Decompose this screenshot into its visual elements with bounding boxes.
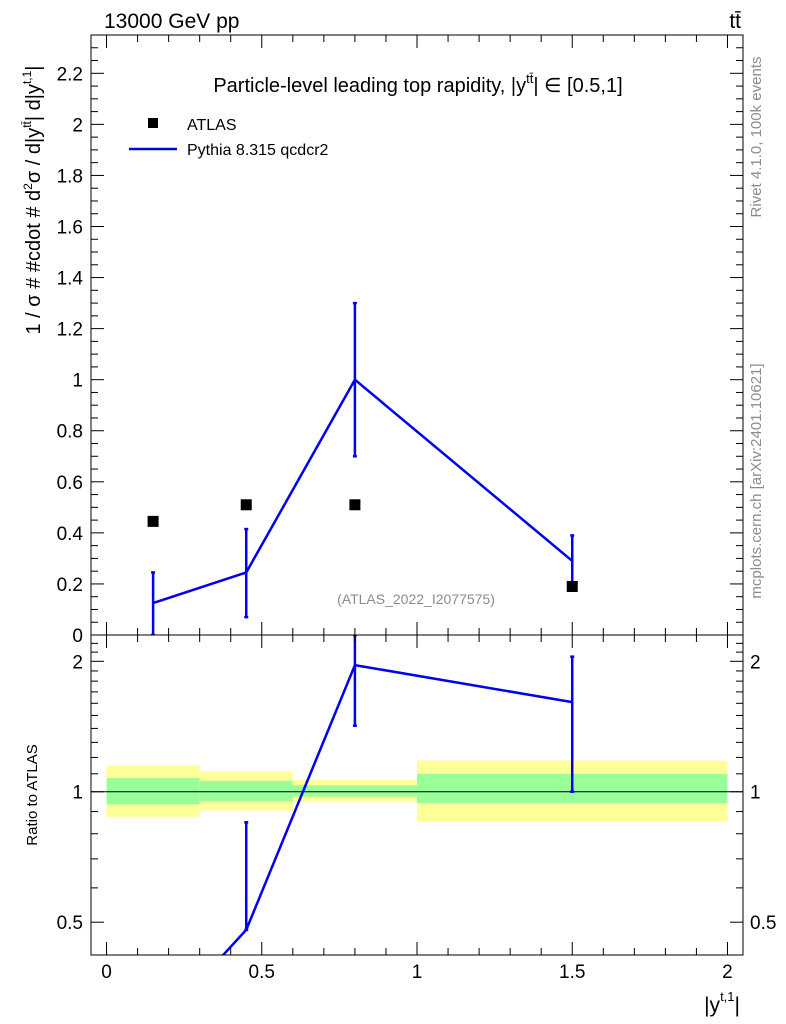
atlas-data-point — [147, 515, 159, 527]
ratio-y-tick-label: 1 — [72, 783, 83, 804]
ratio-y-tick-label-right: 1 — [750, 783, 761, 804]
x-axis-label-base: |y — [704, 994, 720, 1017]
ratio-plot-panel: 0 0.5 1 1.5 2 0.5 0.5 1 1 2 2 Ratio to ATLAS |yt,1… — [24, 634, 776, 1017]
main-y-tick-label: 1 — [72, 371, 83, 392]
plot-title-suffix: | ∈ [0.5,1] — [533, 75, 622, 97]
ratio-y-tick-label-right: 0.5 — [750, 913, 776, 934]
main-y-tick-label: 1.6 — [57, 217, 83, 238]
main-y-tick-label: 2 — [72, 115, 83, 136]
ratio-y-tick-label-right: 2 — [750, 652, 761, 673]
main-y-label-part-1: 1 / σ # #cdot # d — [23, 190, 45, 335]
pythia-line — [152, 377, 574, 605]
main-y-label-sup-tt: tt̄ — [20, 120, 34, 127]
legend: ATLAS Pythia 8.315 qcdcr2 — [129, 117, 329, 159]
main-series-layer — [147, 301, 578, 635]
ratio-pythia-line — [221, 663, 573, 955]
x-tick-label: 1.5 — [559, 962, 585, 983]
plot-title-superscript: tt̄ — [526, 71, 534, 86]
main-y-label-sup-2: 2 — [21, 183, 35, 190]
ratio-uncertainty-bands — [106, 760, 728, 822]
main-y-label-sup-t1: t,1 — [20, 70, 34, 84]
ratio-frame — [90, 634, 744, 956]
ratio-inner-band — [292, 785, 417, 797]
main-y-ticks: 0 0.2 0.4 0.6 0.8 1 1.2 1.4 1.6 1.8 2 2.2 — [57, 34, 743, 647]
ratio-y-tick-label: 0.5 — [57, 913, 83, 934]
x-tick-label: 0.5 — [249, 962, 275, 983]
ratio-y-tick-label: 2 — [72, 652, 83, 673]
main-plot-panel: 0 0.2 0.4 0.6 0.8 1 1.2 1.4 1.6 1.8 2 2.2 Particle-… — [20, 34, 744, 647]
ratio-ticks: 0 0.5 1 1.5 2 0.5 0.5 1 1 2 2 — [57, 635, 776, 983]
main-y-tick-label: 2.2 — [57, 64, 83, 85]
atlas-data-point — [240, 499, 252, 511]
x-tick-label: 1 — [412, 962, 423, 983]
ratio-inner-band — [199, 780, 293, 802]
main-y-axis-label: 1 / σ # #cdot # d2σ / d|ytt̄| d|yt,1| — [20, 66, 45, 335]
main-y-tick-label: 0.8 — [57, 422, 83, 443]
plot-title: Particle-level leading top rapidity, |yt… — [213, 71, 622, 97]
x-tick-label: 2 — [722, 962, 733, 983]
main-y-tick-label: 0.2 — [57, 575, 83, 596]
main-y-label-part-2: σ / d|y — [23, 128, 45, 183]
main-y-tick-label: 0 — [72, 626, 83, 647]
main-y-tick-label: 1.4 — [57, 269, 84, 290]
ratio-y-axis-label: Ratio to ATLAS — [24, 744, 41, 845]
mcplots-label: mcplots.cern.ch [arXiv:2401.10621] — [748, 363, 765, 598]
rivet-label: Rivet 4.1.0, 100k events — [748, 57, 765, 218]
main-y-tick-label: 1.2 — [57, 320, 83, 341]
main-y-label-part-4: | — [23, 66, 45, 71]
x-axis-label-end: | — [735, 994, 740, 1017]
process-label: tt̄ — [729, 10, 741, 33]
main-y-label-part-3: | d|y — [23, 84, 45, 121]
main-y-tick-label: 0.4 — [57, 524, 84, 545]
analysis-watermark: (ATLAS_2022_I2077575) — [337, 591, 495, 607]
x-axis-label-sup: t,1 — [720, 989, 734, 1004]
main-y-tick-label: 1.8 — [57, 166, 83, 187]
x-tick-label: 0 — [101, 962, 112, 983]
legend-atlas-label: ATLAS — [187, 117, 237, 134]
atlas-data-point — [566, 580, 578, 592]
legend-atlas-marker — [148, 118, 158, 128]
plot-title-prefix: Particle-level leading top rapidity, |y — [213, 75, 526, 97]
legend-pythia-label: Pythia 8.315 qcdcr2 — [187, 142, 329, 159]
main-y-tick-label: 0.6 — [57, 473, 83, 494]
energy-label: 13000 GeV pp — [104, 10, 239, 33]
x-axis-label: |yt,1| — [704, 989, 740, 1017]
ratio-series-layer — [221, 635, 575, 955]
atlas-data-point — [349, 499, 361, 511]
